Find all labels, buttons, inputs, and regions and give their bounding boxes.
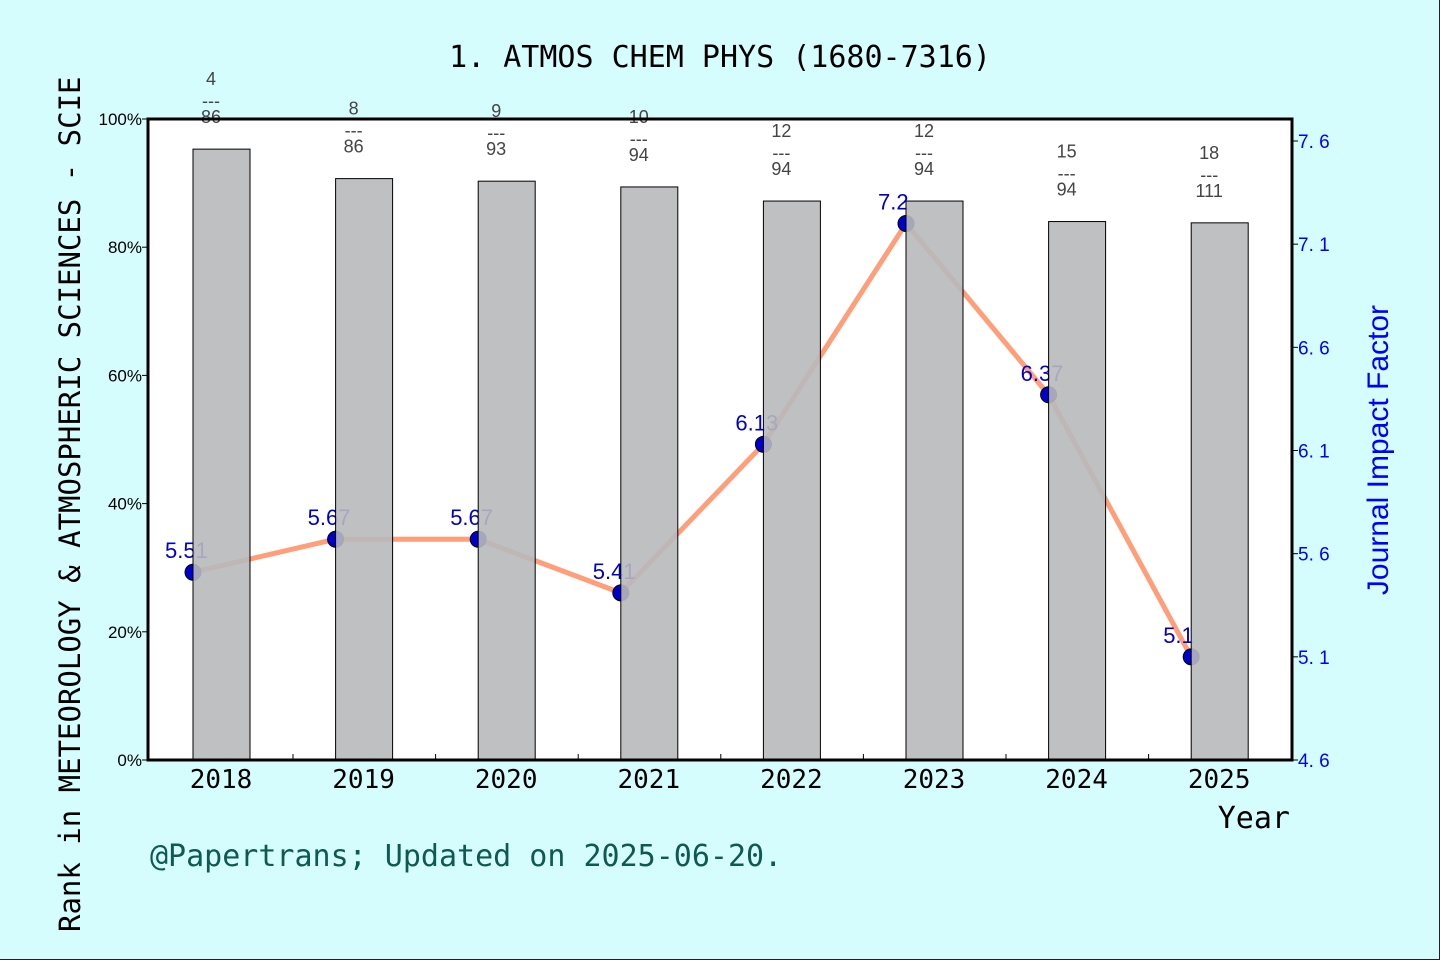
plot-frame: [146, 117, 1294, 762]
rank-bar: [1048, 221, 1107, 761]
y2-tick-label: 6. 6: [1298, 338, 1330, 359]
rank-denominator: 94: [629, 145, 649, 165]
y-tick-label: 100%: [99, 110, 142, 129]
rank-denominator: 93: [486, 139, 506, 159]
y2-tick-label: 5. 1: [1298, 648, 1330, 669]
y2-tick-label: 4. 6: [1298, 751, 1330, 772]
footer-credit: @Papertrans; Updated on 2025-06-20.: [150, 839, 782, 874]
x-tick-label: 2024: [1045, 765, 1108, 795]
rank-bar: [905, 200, 964, 761]
y-tick-label: 60%: [108, 366, 142, 385]
jif-value-label: 7.2: [878, 190, 909, 215]
rank-divider: ---: [772, 143, 790, 163]
rank-divider: ---: [630, 129, 648, 149]
rank-divider: ---: [202, 91, 220, 111]
y-tick-label: 40%: [108, 495, 142, 514]
y2-tick-label: 7. 1: [1298, 235, 1330, 256]
plot-area: [148, 119, 1292, 760]
rank-numerator: 9: [491, 101, 501, 121]
x-tick-label: 2019: [332, 765, 395, 795]
jif-value-label: 5.1: [1163, 623, 1194, 648]
rank-divider: ---: [345, 121, 363, 141]
rank-denominator: 94: [771, 159, 791, 179]
rank-numerator: 12: [914, 121, 934, 141]
rank-divider: ---: [915, 143, 933, 163]
rank-bar: [335, 178, 394, 761]
rank-denominator: 111: [1196, 181, 1223, 201]
y-tick-label: 20%: [108, 623, 142, 642]
rank-bar: [192, 148, 251, 761]
rank-denominator: 94: [1057, 180, 1077, 200]
y2-tick-label: 5. 6: [1298, 545, 1330, 566]
rank-denominator: 86: [344, 137, 364, 157]
rank-divider: ---: [1058, 164, 1076, 184]
rank-numerator: 15: [1057, 142, 1077, 162]
rank-bar: [477, 180, 536, 761]
rank-numerator: 10: [629, 107, 649, 127]
rank-bar: [620, 186, 679, 761]
rank-bar: [762, 200, 821, 761]
rank-numerator: 18: [1199, 143, 1219, 163]
y2-axis-label: Journal Impact Factor: [1362, 305, 1395, 595]
x-tick-label: 2022: [760, 765, 823, 795]
rank-denominator: 94: [914, 159, 934, 179]
rank-numerator: 4: [206, 69, 216, 89]
rank-numerator: 12: [771, 121, 791, 141]
x-tick-label: 2021: [617, 765, 680, 795]
rank-bar: [1190, 222, 1249, 761]
y-axis-label: Rank in METEOROLOGY & ATMOSPHERIC SCIENC…: [53, 76, 87, 932]
x-tick-label: 2020: [475, 765, 538, 795]
x-tick-label: 2018: [190, 765, 253, 795]
x-tick-label: 2023: [903, 765, 966, 795]
rank-numerator: 8: [349, 99, 359, 119]
y2-tick-label: 6. 1: [1298, 442, 1330, 463]
y-tick-label: 80%: [108, 238, 142, 257]
rank-divider: ---: [487, 123, 505, 143]
y2-tick-label: 7. 6: [1298, 132, 1330, 153]
y-tick-label: 0%: [117, 751, 142, 770]
x-axis-label: Year: [1218, 801, 1290, 836]
rank-divider: ---: [1200, 165, 1218, 185]
x-tick-label: 2025: [1188, 765, 1251, 795]
rank-denominator: 86: [201, 107, 221, 127]
chart-title: 1. ATMOS CHEM PHYS (1680-7316): [449, 40, 991, 75]
